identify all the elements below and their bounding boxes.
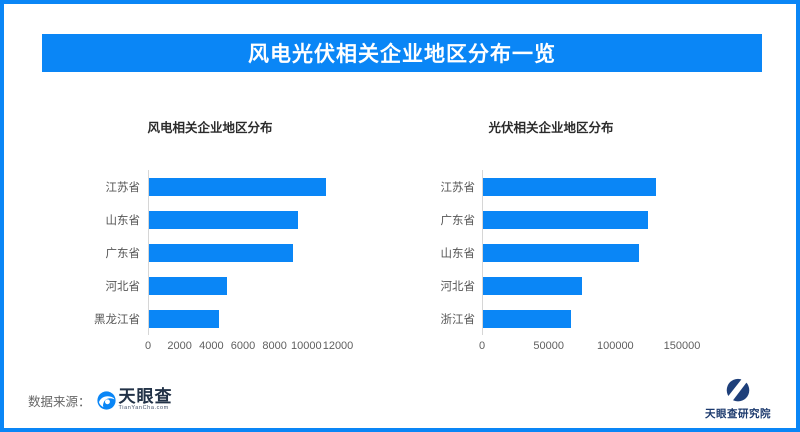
category-label: 黑龙江省 bbox=[94, 313, 140, 326]
x-tick-label: 8000 bbox=[262, 340, 287, 352]
x-tick-label: 6000 bbox=[230, 340, 256, 352]
x-tick-label: 150000 bbox=[663, 340, 701, 352]
tianyancha-wordmark: 天眼查 TianYanCha.com bbox=[119, 388, 173, 412]
pv-chart-x-axis: 0 50000 100000 150000 bbox=[478, 335, 700, 356]
data-source: 数据来源： 天眼查 TianYanCha.com bbox=[28, 386, 173, 414]
wind-power-chart: 风电相关企业地区分布 江苏省山东省广东省河北省黑龙江省 0 2000 4000 600… bbox=[82, 120, 353, 356]
wind-chart-plot-area: 江苏省山东省广东省河北省黑龙江省 bbox=[82, 170, 339, 335]
bar bbox=[483, 276, 582, 295]
x-tick-label: 10000 bbox=[291, 340, 322, 352]
x-tick-label: 12000 bbox=[322, 340, 354, 352]
tianyancha-name: 天眼查 bbox=[118, 387, 173, 407]
bar bbox=[149, 309, 219, 328]
bar bbox=[149, 210, 298, 229]
bar-row bbox=[149, 269, 339, 302]
x-tick-label: 2000 bbox=[167, 340, 192, 352]
bar bbox=[483, 243, 639, 262]
category-label: 浙江省 bbox=[440, 313, 476, 326]
bar bbox=[149, 276, 227, 295]
institute-logo-icon bbox=[724, 378, 750, 404]
tianyancha-eye-icon bbox=[96, 390, 116, 410]
bar-row bbox=[149, 203, 339, 236]
tianyancha-logo: 天眼查 TianYanCha.com bbox=[96, 388, 173, 412]
bar-row bbox=[149, 170, 339, 203]
main-title-banner: 风电光伏相关企业地区分布一览 bbox=[42, 34, 762, 72]
category-label: 广东省 bbox=[105, 247, 141, 260]
pv-chart: 光伏相关企业地区分布 江苏省广东省山东省河北省浙江省 0 50000 100000 1… bbox=[420, 120, 701, 356]
category-label: 江苏省 bbox=[105, 181, 141, 194]
institute-badge: 天眼查研究院 bbox=[704, 378, 772, 421]
bar-row bbox=[483, 170, 683, 203]
bar-row bbox=[483, 302, 683, 335]
tianyancha-url: TianYanCha.com bbox=[118, 405, 169, 412]
category-label: 江苏省 bbox=[440, 181, 476, 194]
wind-chart-title: 风电相关企业地区分布 bbox=[147, 121, 273, 135]
bar-row bbox=[483, 269, 683, 302]
pv-chart-bars bbox=[482, 170, 683, 335]
pv-chart-title: 光伏相关企业地区分布 bbox=[488, 121, 614, 135]
x-tick-label: 50000 bbox=[533, 340, 564, 352]
bar-row bbox=[483, 236, 683, 269]
x-tick-label: 100000 bbox=[596, 340, 634, 352]
pv-chart-category-axis: 江苏省广东省山东省河北省浙江省 bbox=[420, 170, 482, 335]
bar bbox=[483, 309, 571, 328]
category-label: 河北省 bbox=[440, 280, 476, 293]
main-title: 风电光伏相关企业地区分布一览 bbox=[248, 43, 556, 66]
institute-name: 天眼查研究院 bbox=[705, 408, 771, 420]
bar bbox=[483, 177, 657, 196]
wind-chart-category-axis: 江苏省山东省广东省河北省黑龙江省 bbox=[82, 170, 148, 335]
bar bbox=[483, 210, 649, 229]
category-label: 山东省 bbox=[440, 247, 476, 260]
wind-chart-x-axis: 0 2000 4000 6000 8000 10000 12000 bbox=[144, 335, 353, 356]
category-label: 山东省 bbox=[105, 214, 141, 227]
bar bbox=[149, 243, 294, 262]
wind-chart-bars bbox=[148, 170, 339, 335]
x-tick-label: 4000 bbox=[199, 340, 224, 352]
x-tick-label: 0 bbox=[478, 340, 486, 352]
bar-row bbox=[149, 236, 339, 269]
data-source-label: 数据来源： bbox=[28, 394, 91, 409]
bar-row bbox=[149, 302, 339, 335]
pv-chart-plot-area: 江苏省广东省山东省河北省浙江省 bbox=[420, 170, 683, 335]
x-tick-label: 0 bbox=[144, 340, 152, 352]
category-label: 广东省 bbox=[440, 214, 476, 227]
bar bbox=[149, 177, 327, 196]
category-label: 河北省 bbox=[105, 280, 141, 293]
bar-row bbox=[483, 203, 683, 236]
